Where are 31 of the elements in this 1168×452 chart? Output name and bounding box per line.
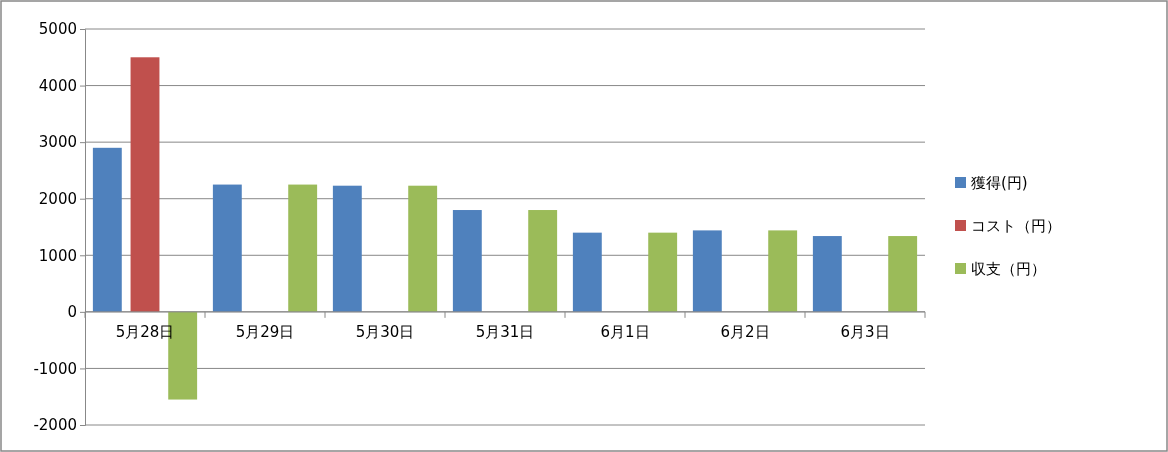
x-tick-label: 6月2日 — [720, 322, 770, 341]
legend-label: 収支（円） — [971, 260, 1046, 278]
bar — [288, 184, 318, 312]
bar — [452, 210, 482, 312]
bar — [812, 236, 842, 312]
y-tick-label: 4000 — [38, 76, 77, 95]
y-tick-label: 3000 — [38, 133, 77, 152]
bar — [768, 230, 798, 312]
bar — [92, 147, 122, 312]
x-tick-label: 5月29日 — [235, 322, 295, 341]
y-tick-label: 1000 — [38, 246, 77, 265]
x-tick-label: 5月31日 — [475, 322, 535, 341]
x-tick-label: 6月3日 — [840, 322, 890, 341]
bar — [408, 185, 438, 312]
bar — [212, 184, 242, 312]
y-tick-label: 5000 — [38, 20, 77, 39]
x-tick-label: 5月30日 — [355, 322, 415, 341]
bar — [888, 236, 918, 312]
bar — [332, 185, 362, 312]
bar — [692, 230, 722, 312]
legend-label: 獲得(円) — [971, 174, 1028, 192]
bar — [130, 57, 160, 312]
y-tick-label: 2000 — [38, 190, 77, 209]
bar — [648, 232, 678, 312]
y-tick-label: -2000 — [33, 416, 77, 435]
bar — [572, 232, 602, 312]
y-tick-label: 0 — [67, 303, 77, 322]
legend-label: コスト（円） — [971, 217, 1061, 235]
bar — [528, 210, 558, 312]
x-tick-label: 6月1日 — [600, 322, 650, 341]
y-tick-label: -1000 — [33, 359, 77, 378]
